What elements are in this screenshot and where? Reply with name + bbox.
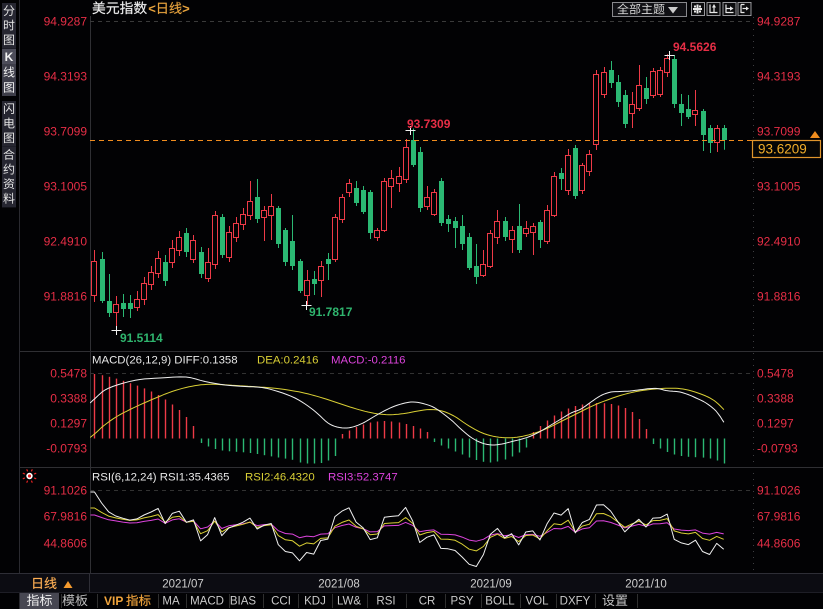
svg-text:>: > (182, 1, 190, 16)
svg-text:K: K (5, 50, 14, 64)
svg-text:CCI: CCI (271, 596, 291, 608)
svg-text:94.3193: 94.3193 (757, 70, 801, 84)
svg-text:44.8606: 44.8606 (44, 537, 88, 551)
svg-text:92.4910: 92.4910 (757, 235, 801, 249)
svg-text:93.1005: 93.1005 (44, 180, 88, 194)
svg-text:94.3193: 94.3193 (44, 70, 88, 84)
svg-text:91.7817: 91.7817 (309, 305, 353, 319)
svg-text:CR: CR (419, 596, 436, 608)
svg-text:91.8816: 91.8816 (757, 290, 801, 304)
svg-text:92.4910: 92.4910 (44, 235, 88, 249)
svg-text:BIAS: BIAS (230, 596, 257, 608)
svg-text:94.9287: 94.9287 (44, 15, 88, 29)
svg-text:<: < (148, 1, 156, 16)
svg-text:67.9816: 67.9816 (44, 510, 88, 524)
svg-text:DXFY: DXFY (560, 596, 591, 608)
svg-text:0.5478: 0.5478 (757, 367, 794, 381)
svg-text:94.9287: 94.9287 (757, 15, 801, 29)
svg-text:RSI2:46.4320: RSI2:46.4320 (245, 472, 315, 484)
svg-text:MACD(26,12,9) DIFF:0.1358: MACD(26,12,9) DIFF:0.1358 (92, 355, 238, 367)
svg-text:91.8816: 91.8816 (44, 290, 88, 304)
svg-text:93.7099: 93.7099 (44, 125, 88, 139)
svg-text:2021/10: 2021/10 (625, 579, 667, 591)
svg-text:PSY: PSY (450, 596, 473, 608)
svg-text:-0.0793: -0.0793 (757, 442, 798, 456)
svg-text:LW&: LW& (337, 596, 361, 608)
svg-text:RSI3:52.3747: RSI3:52.3747 (328, 472, 398, 484)
svg-text:44.8606: 44.8606 (757, 537, 801, 551)
svg-text:91.5114: 91.5114 (120, 331, 163, 345)
svg-text:2021/08: 2021/08 (318, 579, 360, 591)
svg-text:RSI(6,12,24) RSI1:35.4365: RSI(6,12,24) RSI1:35.4365 (92, 472, 229, 484)
svg-text:0.3388: 0.3388 (50, 392, 87, 406)
svg-text:91.1026: 91.1026 (44, 484, 88, 498)
svg-text:2021/07: 2021/07 (162, 579, 204, 591)
svg-text:0.1297: 0.1297 (757, 417, 794, 431)
svg-text:94.5626: 94.5626 (673, 40, 717, 54)
svg-text:0.1297: 0.1297 (50, 417, 87, 431)
svg-text:93.7309: 93.7309 (407, 117, 451, 131)
svg-text:DEA:0.2416: DEA:0.2416 (257, 355, 318, 367)
svg-text:MA: MA (162, 596, 180, 608)
svg-text:2021/09: 2021/09 (470, 579, 512, 591)
svg-text:MACD: MACD (190, 596, 224, 608)
svg-text:0.3388: 0.3388 (757, 392, 794, 406)
svg-text:RSI: RSI (376, 596, 395, 608)
svg-text:93.7099: 93.7099 (757, 125, 801, 139)
svg-text:VIP: VIP (104, 594, 123, 608)
svg-text:VOL: VOL (525, 596, 549, 608)
svg-text:KDJ: KDJ (304, 596, 326, 608)
svg-text:93.6209: 93.6209 (758, 142, 807, 157)
svg-text:93.1005: 93.1005 (757, 180, 801, 194)
svg-text:-0.0793: -0.0793 (46, 442, 87, 456)
svg-text:91.1026: 91.1026 (757, 484, 801, 498)
svg-text:67.9816: 67.9816 (757, 510, 801, 524)
svg-text:MACD:-0.2116: MACD:-0.2116 (331, 355, 406, 367)
svg-text:0.5478: 0.5478 (50, 367, 87, 381)
svg-text:BOLL: BOLL (485, 596, 515, 608)
